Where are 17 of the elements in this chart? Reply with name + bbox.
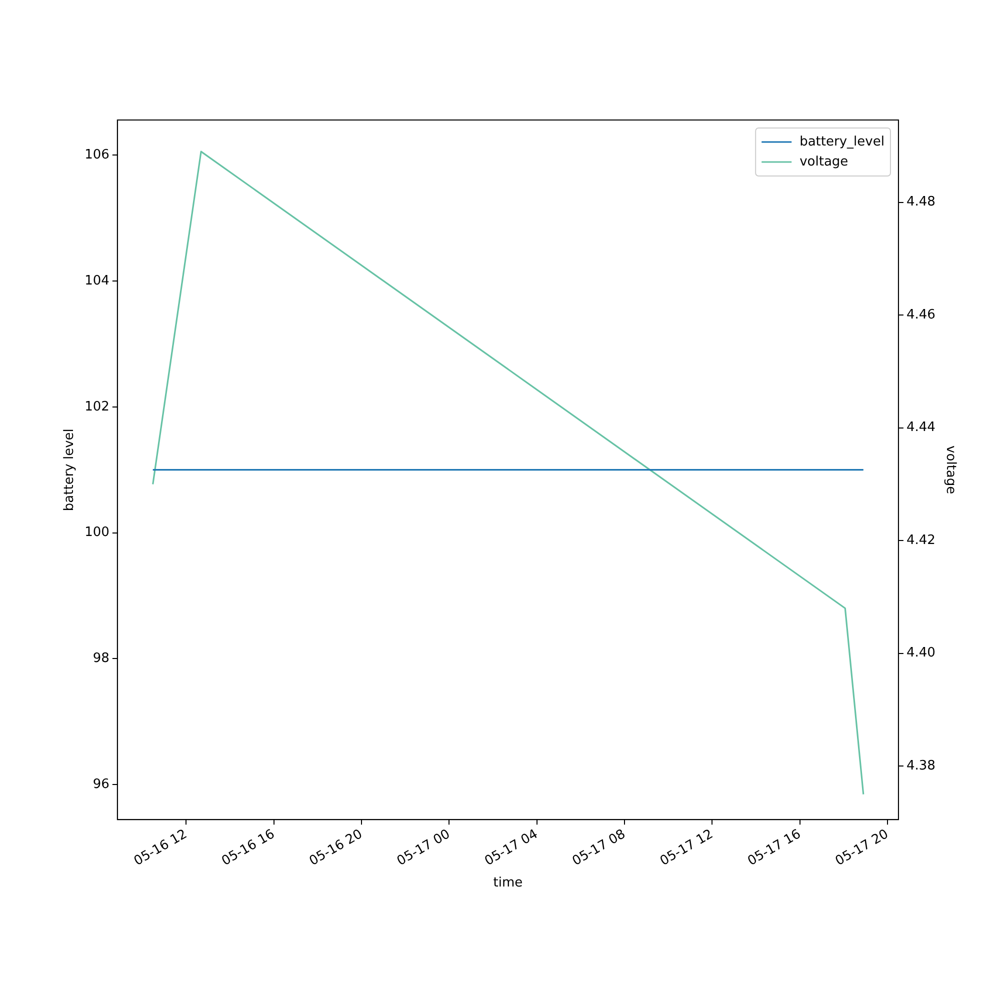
y-tick-label: 100 [84,525,110,540]
y2-tick-label: 4.42 [906,532,936,548]
y2-tick-label: 4.38 [906,758,936,774]
y2-tick-label: 4.46 [906,307,936,322]
y-tick-label: 106 [84,148,110,163]
y2-tick-label: 4.40 [906,646,936,661]
y-tick-label: 102 [84,399,110,414]
y2-axis-title: voltage [942,446,958,494]
y-tick-label: 96 [92,776,110,792]
legend-label: voltage [800,154,848,170]
y-axis-title: battery level [62,428,78,512]
legend-label: battery_level [800,134,884,150]
y-tick-label: 104 [84,273,110,288]
y2-tick-label: 4.44 [906,420,936,436]
x-axis-title: time [493,876,523,891]
y2-tick-label: 4.48 [906,194,936,210]
y-tick-label: 98 [92,650,110,666]
